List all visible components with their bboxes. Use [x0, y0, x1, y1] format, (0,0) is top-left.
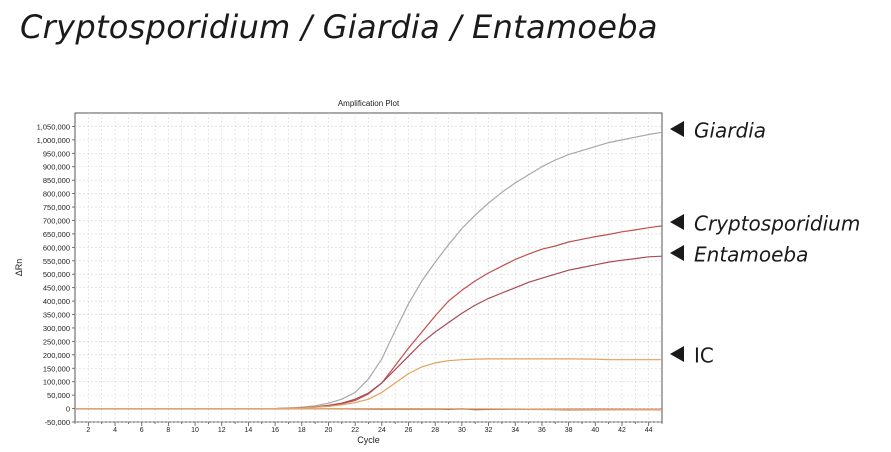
x-tick-label: 10 [191, 427, 199, 434]
x-tick-label: 4 [113, 427, 117, 434]
annotation-entamoeba: Entamoeba [670, 241, 808, 267]
x-tick-label: 26 [405, 427, 413, 434]
y-tick-label: 200,000 [43, 351, 70, 360]
y-tick-label: 600,000 [43, 243, 70, 252]
annotation-label: Cryptosporidium [694, 211, 861, 236]
x-tick-label: 28 [431, 427, 439, 434]
pointer-triangle-icon [670, 345, 684, 362]
series-lines [75, 131, 663, 411]
y-tick-label: 1,000,000 [37, 136, 70, 145]
annotation-label: Giardia [694, 118, 767, 143]
annotation-label: Entamoeba [694, 242, 809, 267]
x-tick-label: 22 [351, 427, 359, 434]
y-tick-label: 500,000 [43, 270, 70, 279]
x-tick-label: 2 [86, 427, 90, 434]
pointer-triangle-icon [670, 120, 684, 137]
x-tick-label: 18 [298, 427, 306, 434]
y-tick-label: 850,000 [43, 176, 70, 185]
annotation-ic: IC [670, 342, 714, 368]
x-tick-label: 20 [325, 427, 333, 434]
series-line-entamoeba [75, 255, 663, 410]
x-tick-label: 44 [645, 427, 653, 434]
x-tick-label: 8 [166, 427, 170, 434]
y-tick-label: 150,000 [43, 364, 70, 373]
y-tick-label: 700,000 [43, 216, 70, 225]
y-tick-label: 450,000 [43, 284, 70, 293]
x-tick-label: 42 [618, 427, 626, 434]
annotation-cryptosporidium: Cryptosporidium [670, 210, 860, 236]
y-tick-label: 950,000 [43, 149, 70, 158]
y-tick-label: 350,000 [43, 311, 70, 320]
x-tick-label: 12 [218, 427, 226, 434]
y-tick-label: 400,000 [43, 297, 70, 306]
annotation-giardia: Giardia [670, 117, 766, 143]
chart-title: Amplification Plot [338, 99, 400, 108]
series-line-ic [75, 358, 662, 410]
y-tick-label: 550,000 [43, 257, 70, 266]
y-tick-label: 1,050,000 [37, 122, 70, 131]
y-tick-label: 750,000 [43, 203, 70, 212]
x-axis-label: Cycle [357, 435, 380, 445]
y-tick-label: 650,000 [43, 230, 70, 239]
y-tick-label: 800,000 [43, 190, 70, 199]
series-line-giardia [75, 131, 663, 410]
axis-ticks: -50,000 0 50,000 100,000 150,000 200,000 250,0… [37, 122, 663, 434]
pointer-triangle-icon [670, 213, 684, 230]
annotation-label: IC [694, 343, 714, 368]
grid-lines [75, 113, 662, 423]
x-tick-label: 38 [565, 427, 573, 434]
y-tick-label: 100,000 [43, 378, 70, 387]
x-tick-label: 6 [140, 427, 144, 434]
y-tick-label: 0 [66, 405, 70, 414]
x-tick-label: 34 [511, 427, 519, 434]
y-tick-label: 50,000 [47, 391, 70, 400]
x-tick-label: 30 [458, 427, 466, 434]
page-title: Cryptosporidium / Giardia / Entamoeba [20, 8, 658, 46]
x-tick-label: 16 [271, 427, 279, 434]
x-tick-label: 36 [538, 427, 546, 434]
x-tick-label: 24 [378, 427, 386, 434]
y-tick-label: 900,000 [43, 163, 70, 172]
y-tick-label: 300,000 [43, 324, 70, 333]
y-tick-label: 250,000 [43, 337, 70, 346]
y-tick-label: -50,000 [45, 418, 70, 427]
y-axis-label: ΔRn [14, 259, 24, 277]
plot-area [74, 112, 663, 423]
series-line-baseline-6 [75, 408, 662, 411]
x-tick-label: 40 [591, 427, 599, 434]
x-tick-label: 14 [245, 427, 253, 434]
x-tick-label: 32 [485, 427, 493, 434]
pointer-triangle-icon [670, 244, 684, 261]
